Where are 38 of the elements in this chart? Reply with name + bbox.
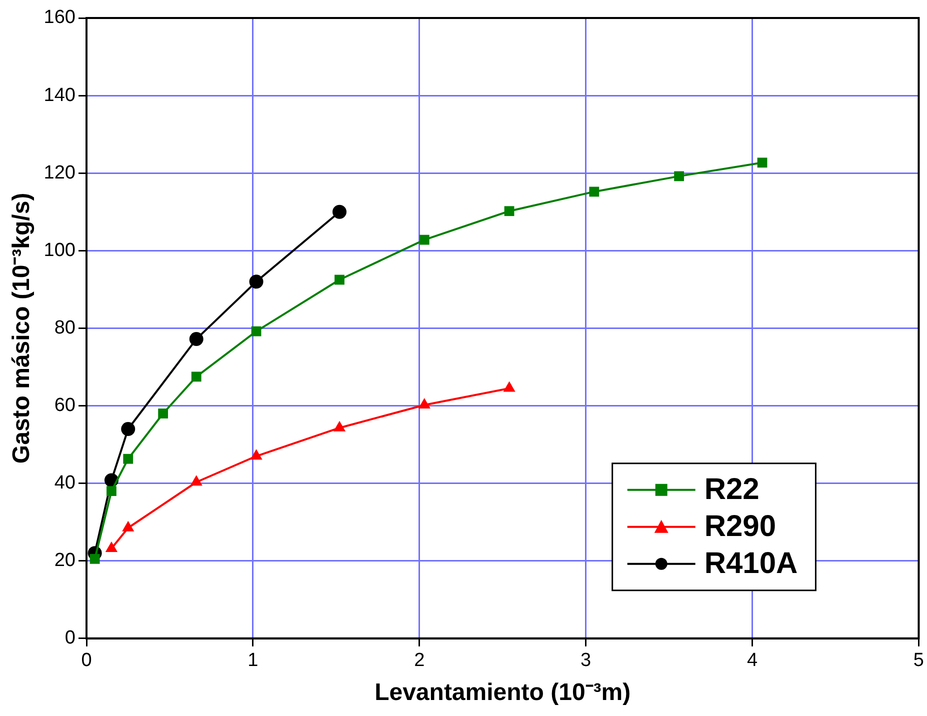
point xyxy=(121,422,136,436)
point xyxy=(589,186,600,197)
point xyxy=(757,158,768,168)
point xyxy=(90,554,100,564)
y-tick-label: 140 xyxy=(44,84,76,106)
point xyxy=(158,408,168,418)
point xyxy=(191,372,202,382)
y-tick-label: 60 xyxy=(54,394,76,416)
point xyxy=(332,204,346,219)
x-tick-label: 4 xyxy=(746,650,758,672)
legend-label: R410A xyxy=(704,547,798,580)
x-tick-label: 1 xyxy=(248,650,258,672)
legend-label: R290 xyxy=(704,510,776,544)
point xyxy=(334,274,344,285)
x-axis-title: Levantamiento (10⁻³m) xyxy=(374,679,631,706)
point xyxy=(250,449,262,460)
point xyxy=(504,206,514,216)
point xyxy=(249,274,264,289)
point xyxy=(419,234,430,245)
legend-label: R22 xyxy=(704,473,760,506)
point xyxy=(190,475,202,486)
point xyxy=(106,486,116,496)
y-tick-label: 80 xyxy=(54,317,76,338)
point xyxy=(674,171,684,182)
x-tick-label: 3 xyxy=(580,650,592,672)
y-tick-label: 100 xyxy=(44,240,76,261)
point xyxy=(251,326,262,336)
x-tick-label: 2 xyxy=(414,650,425,672)
y-tick-label: 120 xyxy=(44,162,76,184)
x-tick-label: 5 xyxy=(913,650,924,672)
y-axis-title: Gasto másico (10⁻³kg/s) xyxy=(8,192,36,464)
y-tick-label: 0 xyxy=(64,628,76,649)
y-tick-label: 40 xyxy=(54,472,76,494)
y-tick-label: 160 xyxy=(44,7,76,28)
x-tick-label: 0 xyxy=(81,650,92,672)
point xyxy=(189,332,204,346)
point xyxy=(123,454,134,464)
y-tick-label: 20 xyxy=(54,550,76,572)
